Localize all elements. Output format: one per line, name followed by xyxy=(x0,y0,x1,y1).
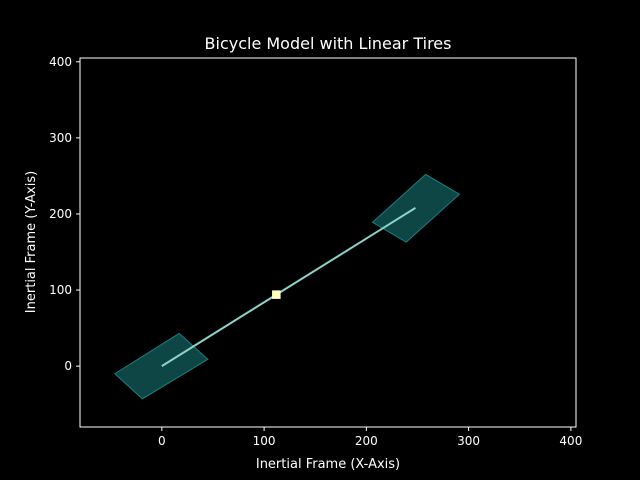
axes-frame xyxy=(79,57,577,428)
x-tick-label: 100 xyxy=(253,434,276,448)
y-tick-label: 100 xyxy=(49,283,72,297)
x-tick-label: 200 xyxy=(355,434,378,448)
rear-tire-polygon xyxy=(113,332,209,400)
chart-title: Bicycle Model with Linear Tires xyxy=(205,34,452,53)
y-tick-label: 0 xyxy=(64,359,72,373)
y-tick-label: 400 xyxy=(49,55,72,69)
x-axis-label: Inertial Frame (X-Axis) xyxy=(256,457,400,472)
center-of-mass-marker xyxy=(272,290,281,299)
y-tick-label: 200 xyxy=(49,207,72,221)
axis-ticks: 0 100 200 300 400 0 100 200 300 400 xyxy=(49,55,582,448)
y-axis-label: Inertial Frame (Y-Axis) xyxy=(24,171,39,313)
y-tick-label: 300 xyxy=(49,131,72,145)
x-tick-label: 400 xyxy=(559,434,582,448)
x-tick-label: 300 xyxy=(457,434,480,448)
x-tick-label: 0 xyxy=(158,434,166,448)
chassis-line xyxy=(161,207,416,367)
plot-area xyxy=(113,173,461,400)
front-tire-polygon xyxy=(371,173,461,243)
